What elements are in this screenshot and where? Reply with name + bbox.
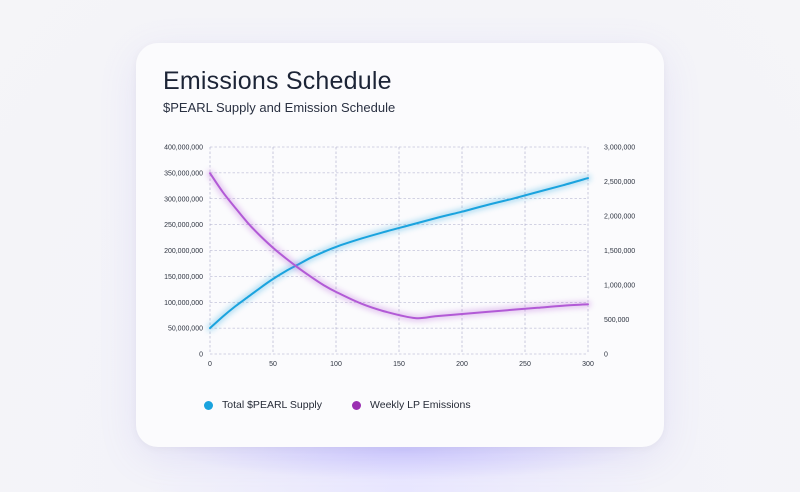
series-line-emissions[interactable]: [209, 172, 589, 320]
tick-labels: 0 50,000,000 100,000,000 150,000,000 200,000…: [164, 145, 635, 369]
y-right-tick-label: 2,500,000: [604, 179, 635, 186]
y-right-tick-label: 0: [604, 352, 608, 359]
chart-subtitle: $PEARL Supply and Emission Schedule: [163, 100, 396, 115]
y-right-tick-label: 3,000,000: [604, 145, 635, 152]
y-left-tick-label: 250,000,000: [164, 222, 203, 229]
x-tick-label: 150: [393, 361, 405, 368]
legend-dot-supply: [204, 400, 213, 410]
y-right-tick-label: 1,000,000: [604, 283, 635, 290]
x-tick-label: 250: [519, 361, 531, 368]
line-chart: 0 50,000,000 100,000,000 150,000,000 200,000…: [164, 145, 635, 369]
y-left-tick-label: 300,000,000: [164, 196, 203, 203]
y-right-tick-label: 1,500,000: [604, 248, 635, 255]
legend-dot-emissions: [352, 400, 362, 410]
grid: [209, 146, 589, 355]
x-tick-label: 100: [330, 361, 342, 368]
legend-item-supply[interactable]: Total $PEARL Supply: [204, 399, 322, 411]
y-left-tick-label: 100,000,000: [164, 300, 203, 307]
chart-card: Emissions Schedule $PEARL Supply and Emi…: [136, 43, 664, 447]
series-lines: [207, 170, 591, 332]
y-left-tick-label: 50,000,000: [168, 326, 203, 333]
x-tick-label: 50: [269, 361, 277, 368]
x-tick-label: 0: [208, 361, 212, 368]
chart-title: Emissions Schedule: [163, 67, 392, 95]
y-left-tick-label: 200,000,000: [164, 248, 203, 255]
legend: Total $PEARL Supply Weekly LP Emissions: [204, 399, 471, 411]
y-right-tick-label: 500,000: [604, 317, 629, 324]
x-tick-label: 300: [582, 361, 594, 368]
y-left-tick-label: 350,000,000: [164, 170, 203, 177]
y-left-tick-label: 400,000,000: [164, 145, 203, 152]
y-left-tick-label: 0: [199, 352, 203, 359]
y-left-tick-label: 150,000,000: [164, 274, 203, 281]
legend-label-emissions: Weekly LP Emissions: [370, 399, 471, 411]
x-tick-label: 200: [456, 361, 468, 368]
series-line-supply[interactable]: [209, 177, 589, 330]
legend-label-supply: Total $PEARL Supply: [222, 399, 323, 411]
y-right-tick-label: 2,000,000: [604, 214, 635, 221]
legend-item-emissions[interactable]: Weekly LP Emissions: [352, 399, 471, 411]
